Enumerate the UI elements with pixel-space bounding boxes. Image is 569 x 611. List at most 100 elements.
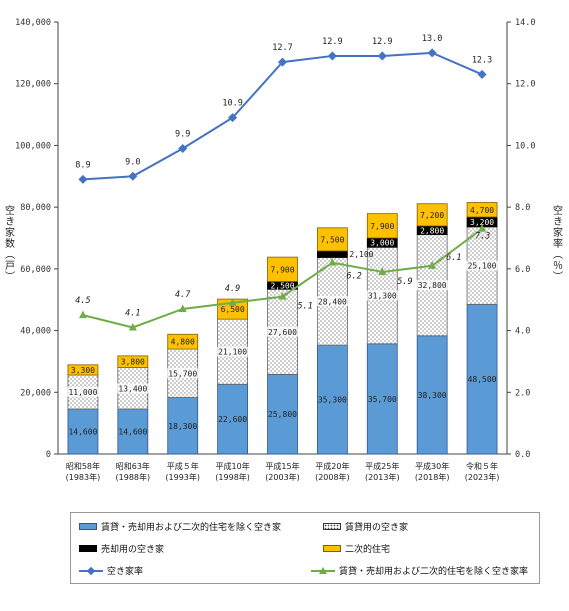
legend: 賃貸・売却用および二次的住宅を除く空き家 賃貸用の空き家 売却用の空き家 二次的… xyxy=(70,512,540,584)
bar-value-label: 21,100 xyxy=(218,348,247,357)
bar-label-backdrop xyxy=(315,296,349,307)
bar-value-label: 18,300 xyxy=(168,422,197,431)
legend-item-for-sale: 売却用の空き家 xyxy=(79,542,164,555)
legend-label: 賃貸用の空き家 xyxy=(345,523,409,533)
bar-segment-other-vacant xyxy=(267,373,298,455)
bar-value-label: 22,600 xyxy=(218,415,247,424)
bar-value-label: 14,600 xyxy=(68,427,97,436)
bar-label-backdrop xyxy=(415,280,449,291)
bar-segment-secondary xyxy=(316,227,348,252)
y-tick-label-right: 12.0 xyxy=(515,80,535,90)
legend-swatch-dotted xyxy=(323,523,341,530)
bar-value-label: 3,200 xyxy=(470,218,494,227)
vacancy-rate-label: 13.0 xyxy=(422,34,442,44)
other-vacancy-rate-point xyxy=(378,267,387,275)
other-vacancy-rate-point xyxy=(478,224,487,232)
other-vacancy-rate-label: 4.7 xyxy=(175,290,191,300)
bar-value-label: 3,000 xyxy=(370,239,394,248)
bar-value-label: 6,500 xyxy=(221,305,245,314)
other-vacancy-rate-point xyxy=(78,310,87,319)
bar-segment-other-vacant xyxy=(316,344,348,455)
bar-value-label: 35,700 xyxy=(368,395,397,404)
y-tick-label-left: 60,000 xyxy=(20,265,51,275)
y-tick-label-right: 4.0 xyxy=(515,327,530,337)
legend-swatch-black xyxy=(79,545,97,552)
y-tick-label-right: 10.0 xyxy=(515,141,535,151)
y-tick-label-left: 0 xyxy=(46,450,51,460)
bar-value-label: 13,400 xyxy=(118,384,147,393)
y-tick-label-right: 6.0 xyxy=(515,265,530,275)
vacancy-rate-point xyxy=(178,143,188,154)
vacancy-rate-label: 12.3 xyxy=(472,55,492,65)
y-tick-label-left: 80,000 xyxy=(20,203,51,213)
bar-value-label: 2,100 xyxy=(349,250,373,259)
bar-segment-secondary xyxy=(267,256,298,282)
legend-item-other-vacant: 賃貸・売却用および二次的住宅を除く空き家 xyxy=(79,520,281,533)
x-tick-label: 昭和58年(1983年) xyxy=(66,461,101,482)
vacancy-rate-label: 12.9 xyxy=(322,37,342,47)
vacancy-rate-label: 9.0 xyxy=(125,157,140,167)
vacancy-rate-label: 9.9 xyxy=(175,130,190,140)
other-vacancy-rate-label: 5.9 xyxy=(397,277,412,287)
legend-swatch-blue xyxy=(79,523,97,530)
bar-segment-secondary xyxy=(416,203,448,227)
legend-label: 賃貸・売却用および二次的住宅を除く空き家 xyxy=(101,523,282,533)
x-tick-label: 令和５年(2023年) xyxy=(465,461,500,482)
bar-value-label: 7,200 xyxy=(420,211,444,220)
bar-segment-other-vacant xyxy=(466,303,498,455)
vacancy-rate-label: 10.9 xyxy=(222,99,242,109)
other-vacancy-rate-point xyxy=(328,258,337,266)
legend-item-secondary: 二次的住宅 xyxy=(323,542,390,555)
vacancy-rate-point xyxy=(477,69,487,79)
y-tick-label-right: 14.0 xyxy=(515,18,535,28)
legend-swatch-gold xyxy=(323,545,341,552)
vacancy-rate-point xyxy=(377,51,387,61)
legend-label: 二次的住宅 xyxy=(345,545,391,555)
legend-label: 売却用の空き家 xyxy=(101,545,165,555)
bar-value-label: 11,000 xyxy=(68,388,97,397)
vacancy-rate-label: 12.7 xyxy=(272,43,292,53)
bar-value-label: 7,900 xyxy=(270,265,294,274)
bar-value-label: 3,800 xyxy=(121,358,145,367)
bar-value-label: 48,500 xyxy=(468,375,497,384)
bar-segment-secondary xyxy=(67,364,99,376)
bar-segment-secondary xyxy=(117,355,149,369)
bar-label-backdrop xyxy=(216,346,250,357)
y-axis-title-left: 空き家数（戸） xyxy=(3,204,15,282)
x-tick-label: 平成20年(2008年) xyxy=(315,461,350,482)
bar-value-label: 32,800 xyxy=(418,281,447,290)
legend-line-blue xyxy=(79,567,103,575)
bar-value-label: 15,700 xyxy=(168,369,197,378)
bar-label-backdrop xyxy=(265,326,300,337)
legend-label: 賃貸・売却用および二次的住宅を除く空き家率 xyxy=(339,567,529,577)
bar-segment-other-vacant xyxy=(67,408,99,455)
bar-value-label: 4,700 xyxy=(470,206,494,215)
legend-line-green xyxy=(311,566,335,575)
bar-value-label: 28,400 xyxy=(318,297,347,306)
bar-value-label: 25,100 xyxy=(468,262,497,271)
bar-label-backdrop xyxy=(465,260,499,271)
bar-label-backdrop xyxy=(66,386,100,397)
vacancy-rate-point xyxy=(128,171,138,181)
y-axis-title-right: 空き家率（％） xyxy=(551,204,563,282)
bar-segment-for-sale xyxy=(316,250,348,258)
legend-item-rental: 賃貸用の空き家 xyxy=(323,520,408,533)
bar-value-label: 7,900 xyxy=(370,222,394,231)
vacancy-rate-label: 12.9 xyxy=(372,37,392,47)
bar-value-label: 7,500 xyxy=(320,235,344,244)
y-tick-label-left: 140,000 xyxy=(15,18,51,28)
y-tick-label-left: 40,000 xyxy=(20,327,51,337)
other-vacancy-rate-label: 7.3 xyxy=(475,232,490,242)
bar-segment-other-vacant xyxy=(167,397,199,455)
legend-item-other-rate: 賃貸・売却用および二次的住宅を除く空き家率 xyxy=(311,564,528,577)
bar-value-label: 4,800 xyxy=(171,338,195,347)
vacancy-rate-point xyxy=(78,174,88,184)
bar-value-label: 31,300 xyxy=(368,292,397,301)
bar-segment-secondary xyxy=(466,202,498,218)
bar-label-backdrop xyxy=(365,290,399,301)
x-tick-label: 平成15年(2003年) xyxy=(265,461,300,482)
y-tick-label-right: 8.0 xyxy=(515,203,530,213)
bar-value-label: 2,800 xyxy=(420,226,444,235)
x-tick-label: 平成30年(2018年) xyxy=(415,461,450,482)
